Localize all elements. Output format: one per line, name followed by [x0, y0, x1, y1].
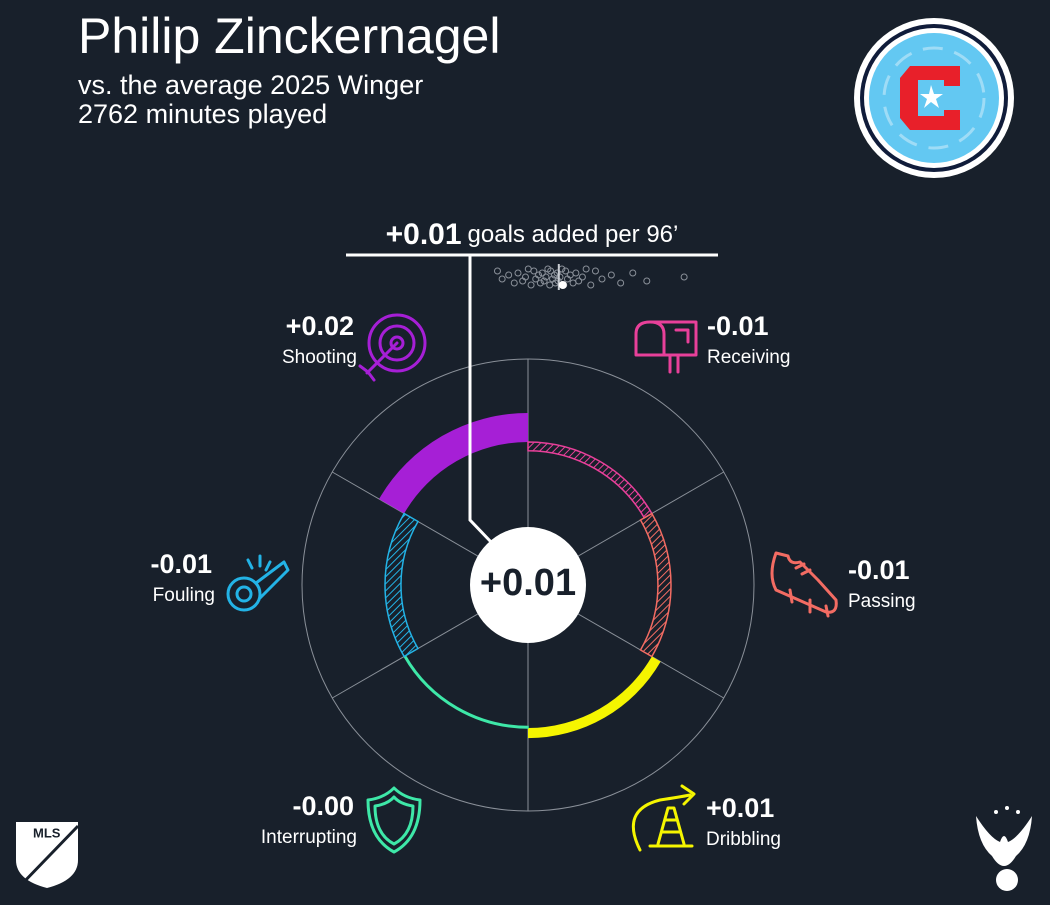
value-label: +0.01: [706, 793, 774, 823]
player-dot: [582, 265, 590, 273]
player-dot: [629, 269, 637, 277]
player-dot: [498, 275, 506, 283]
brand-logo: [976, 806, 1032, 891]
icons: [226, 313, 838, 854]
player-dot: [540, 277, 548, 285]
player-dot: [562, 267, 570, 275]
passing-icon: [770, 551, 838, 618]
bar: [527, 441, 653, 519]
player-dot: [546, 281, 554, 289]
player-dot: [524, 265, 532, 273]
value-label: -0.01: [848, 555, 910, 585]
player-dot: [505, 271, 513, 279]
category-label: Receiving: [707, 347, 790, 368]
player-dot: [587, 281, 595, 289]
player-dot: [578, 273, 586, 281]
player-dot: [493, 267, 501, 275]
player-dot: [535, 271, 543, 279]
player-dot: [591, 267, 599, 275]
value-label: +0.02: [286, 311, 354, 341]
dribbling-icon: [631, 784, 696, 852]
headline-caption: goals added per 96’: [468, 221, 679, 248]
league-logo: MLS: [16, 822, 80, 888]
player-dot: [572, 269, 580, 277]
player-dot: [680, 273, 688, 281]
player-dot: [643, 277, 651, 285]
league-logo-text: MLS: [33, 825, 61, 840]
shooting-icon: [358, 313, 427, 382]
player-dot: [547, 267, 555, 275]
receiving-icon: [634, 320, 698, 374]
headline: +0.01 goals added per 96’: [386, 218, 679, 251]
player-dot: [530, 267, 538, 275]
player-dot: [598, 275, 606, 283]
player-dot: [521, 273, 529, 281]
team-logo: [854, 18, 1014, 178]
value-label: -0.00: [292, 791, 354, 821]
player-dot: [569, 279, 577, 287]
category-label: Shooting: [282, 347, 357, 368]
leader-line: [468, 255, 494, 545]
player-dot: [514, 269, 522, 277]
category-label: Passing: [848, 591, 916, 612]
subtitle: vs. the average 2025 Winger: [78, 70, 423, 100]
category-label: Fouling: [153, 585, 215, 606]
category-label: Dribbling: [706, 829, 781, 850]
player-dot: [575, 277, 583, 285]
player-dot: [536, 279, 544, 287]
distribution: [493, 264, 688, 290]
headline-value: +0.01: [386, 218, 462, 251]
player-dot: [538, 269, 546, 277]
player-dot: [617, 279, 625, 287]
radial-plot: +0.01 +0.02 Shooting -0.01 Receiving -0.01 Pas…: [150, 255, 916, 850]
bar: [639, 512, 672, 658]
bar: [384, 512, 419, 658]
player-dot: [510, 279, 518, 287]
center-value: +0.01: [480, 562, 576, 604]
player-dot: [556, 273, 564, 281]
fouling-icon: [226, 554, 290, 612]
player-dot: [607, 271, 615, 279]
bar: [528, 656, 661, 739]
bar: [403, 654, 529, 729]
bar: [379, 413, 528, 514]
interrupting-icon: [366, 786, 422, 854]
player-dot: [542, 273, 550, 281]
value-label: -0.01: [707, 311, 769, 341]
center-disc: [470, 527, 586, 643]
minutes: 2762 minutes played: [78, 99, 327, 129]
value-label: -0.01: [150, 549, 212, 579]
category-label: Interrupting: [261, 827, 357, 848]
player-dot: [527, 281, 535, 289]
highlight-dot: [558, 281, 567, 289]
title: Philip Zinckernagel: [78, 8, 500, 64]
